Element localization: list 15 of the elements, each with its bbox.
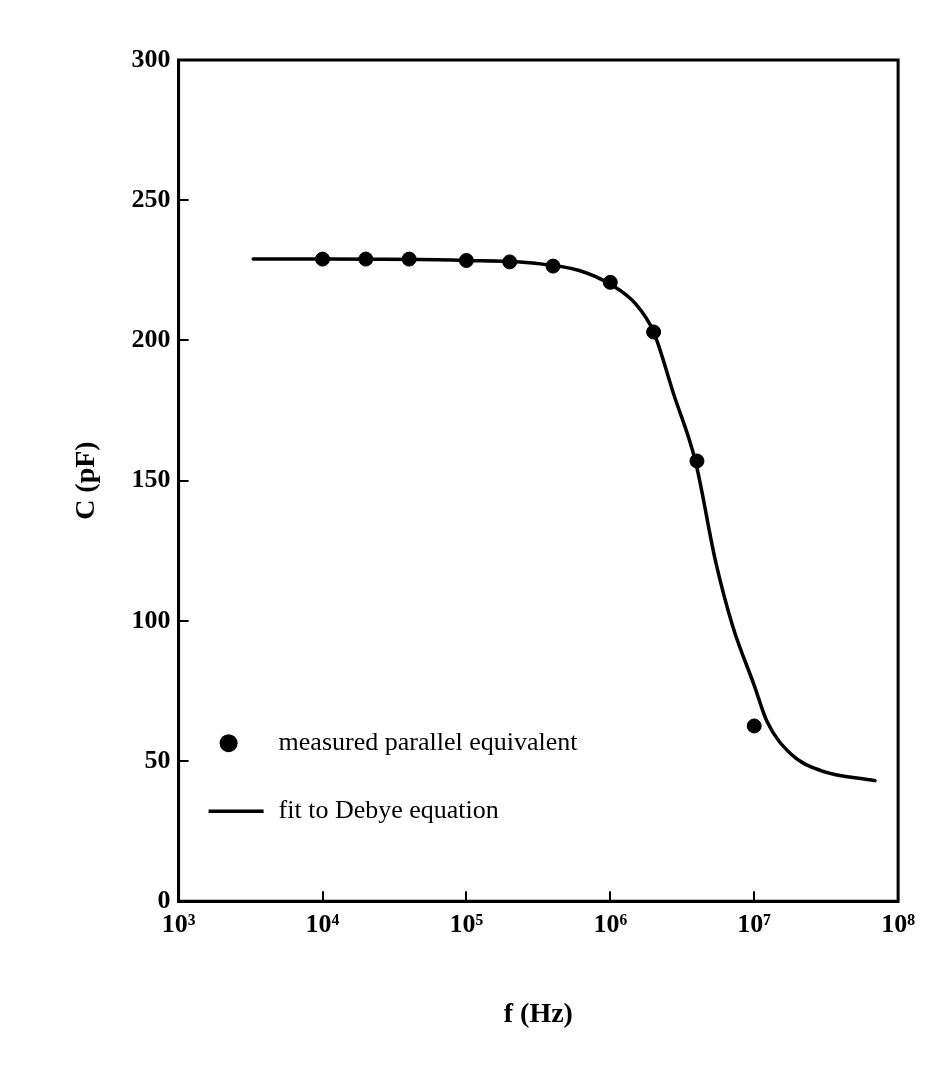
x-tick-label: 10⁵ <box>449 908 484 938</box>
x-tick-label: 10⁷ <box>737 908 772 938</box>
y-tick-label: 150 <box>131 464 171 494</box>
y-tick-label: 200 <box>131 324 171 354</box>
x-tick-label: 10⁶ <box>593 908 628 938</box>
y-tick-label: 300 <box>131 43 171 73</box>
legend-label: fit to Debye equation <box>278 795 499 825</box>
legend-label: measured parallel equivalent <box>278 727 579 757</box>
y-tick-label: 50 <box>144 744 171 774</box>
x-tick-label: 10⁸ <box>881 908 916 938</box>
y-tick-label: 100 <box>131 604 171 634</box>
y-axis-title: C (pF) <box>69 441 101 520</box>
x-axis-title: f (Hz) <box>503 997 573 1029</box>
y-tick-label: 250 <box>131 183 171 213</box>
x-tick-label: 10⁴ <box>305 908 340 938</box>
